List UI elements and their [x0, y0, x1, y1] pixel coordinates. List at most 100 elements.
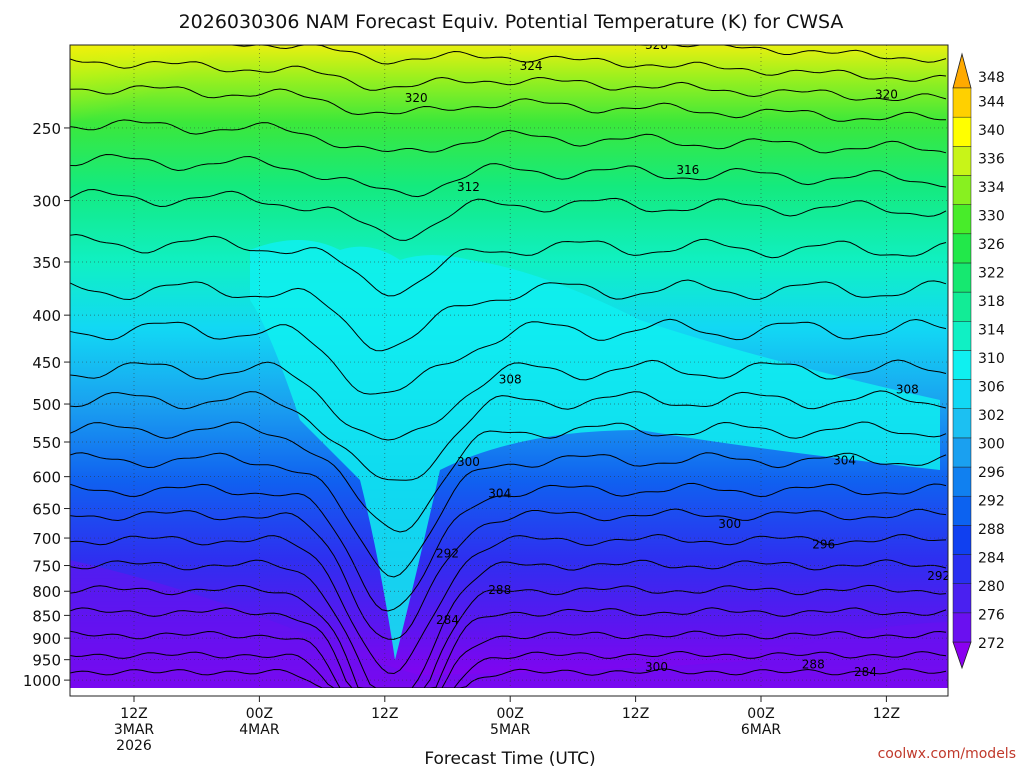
colorbar-label: 302 [978, 408, 1005, 424]
y-tick-label: 850 [32, 607, 61, 625]
contour-line [70, 482, 947, 612]
contour-line [70, 153, 947, 198]
colorbar-swatch [952, 612, 972, 643]
y-tick-label: 600 [32, 469, 61, 487]
contour-label: 292 [927, 569, 950, 583]
y-axis: 250 300 350 400 450 500 550 600 650 700 750 800 850 9… [23, 120, 70, 690]
colorbar-label: 336 [978, 152, 1005, 168]
contour-line [70, 630, 947, 688]
y-tick-label: 300 [32, 193, 61, 211]
plot-frame [69, 44, 949, 697]
y-tick-label: 1000 [23, 672, 61, 690]
y-tick-label: 250 [32, 120, 61, 138]
colorbar-label: 300 [978, 437, 1005, 453]
colorbar-swatch [952, 379, 972, 409]
contour-label: 288 [802, 658, 825, 672]
colorbar-label: 322 [978, 266, 1005, 282]
y-tick-label: 750 [32, 558, 61, 576]
contour-line [70, 58, 947, 102]
colorbar-label: 314 [978, 323, 1005, 339]
contour-label: 304 [488, 487, 511, 501]
x-tick-label: 00Z [496, 706, 523, 722]
contour-line [70, 45, 947, 82]
contour-line [70, 233, 947, 297]
contour-line [70, 607, 947, 688]
y-tick-label: 450 [32, 354, 61, 372]
x-tick-label: 12Z [622, 706, 649, 722]
colorbar-min-arrow [952, 641, 972, 670]
contour-label: 300 [457, 455, 480, 469]
contour-line [70, 559, 947, 688]
contour-label: 300 [718, 517, 741, 531]
warm-anomaly [70, 45, 300, 155]
colorbar-swatch [952, 146, 972, 176]
y-tick-label: 650 [32, 501, 61, 519]
contour-label: 320 [405, 91, 428, 105]
colorbar-label: 296 [978, 465, 1005, 481]
colorbar-swatch [952, 554, 972, 584]
contour-label: 308 [499, 372, 522, 386]
contour-line [70, 668, 947, 688]
contour-line [70, 85, 946, 122]
colorbar: 272 276 280 284 288 292 296 300 302 306 310 314 318 3… [952, 52, 1005, 670]
colorbar-label: 330 [978, 209, 1005, 225]
colorbar-swatch [952, 408, 972, 439]
colorbar-label: 334 [978, 180, 1005, 196]
colorbar-label: 280 [978, 579, 1005, 595]
chart-title: 2026030306 NAM Forecast Equiv. Potential… [179, 11, 844, 33]
colorbar-label: 272 [978, 636, 1005, 652]
contour-line [70, 650, 947, 688]
contour-line [70, 188, 947, 241]
colorbar-swatch [952, 495, 972, 526]
colorbar-label: 340 [978, 123, 1005, 139]
y-tick-label: 400 [32, 307, 61, 325]
contour-label: 304 [833, 453, 856, 467]
contour-line [70, 508, 947, 640]
credit-text: coolwx.com/models [878, 746, 1016, 762]
colorbar-swatch [952, 233, 972, 264]
x-tick-label: 5MAR [490, 722, 531, 738]
contour-label: 312 [457, 180, 480, 194]
colorbar-label: 318 [978, 294, 1005, 310]
y-tick-label: 800 [32, 583, 61, 601]
x-axis-label: Forecast Time (UTC) [424, 749, 595, 768]
colorbar-swatch [952, 583, 972, 614]
contour-label: 292 [436, 547, 459, 561]
y-tick-label: 900 [32, 630, 61, 648]
contour-labels: 3283243243203203203163163123123123083083… [405, 45, 950, 679]
contour-line [70, 119, 947, 154]
contour-label: 284 [436, 613, 459, 627]
contour-line [70, 390, 947, 481]
contour-line [70, 45, 947, 63]
colorbar-swatch [952, 437, 972, 468]
colorbar-label: 284 [978, 551, 1005, 567]
contour-label: 320 [875, 88, 898, 102]
x-tick-label: 2026 [116, 738, 152, 754]
colorbar-swatch [952, 350, 972, 380]
x-tick-label: 00Z [747, 706, 774, 722]
y-tick-label: 500 [32, 396, 61, 414]
colorbar-max-arrow [952, 52, 972, 89]
colorbar-swatch [952, 466, 972, 497]
colorbar-label: 344 [978, 95, 1005, 111]
contour-lines [70, 45, 947, 688]
colorbar-label: 310 [978, 351, 1005, 367]
contour-line [70, 279, 947, 352]
contour-label: 296 [812, 537, 835, 551]
colorbar-swatch [952, 204, 972, 235]
x-tick-label: 12Z [873, 706, 900, 722]
colorbar-label: 292 [978, 494, 1005, 510]
colorbar-swatch [952, 175, 972, 205]
terrain-strip [70, 688, 948, 696]
y-tick-label: 550 [32, 434, 61, 452]
colorbar-swatch [952, 291, 972, 322]
colorbar-label: 348 [978, 70, 1005, 86]
contour-line [70, 533, 947, 675]
colorbar-label: 326 [978, 237, 1005, 253]
x-tick-label: 3MAR [114, 722, 155, 738]
contour-line [70, 584, 947, 688]
colorbar-swatch [952, 525, 972, 555]
plot-area: 3283243243203203203163163123123123083083… [70, 45, 950, 696]
